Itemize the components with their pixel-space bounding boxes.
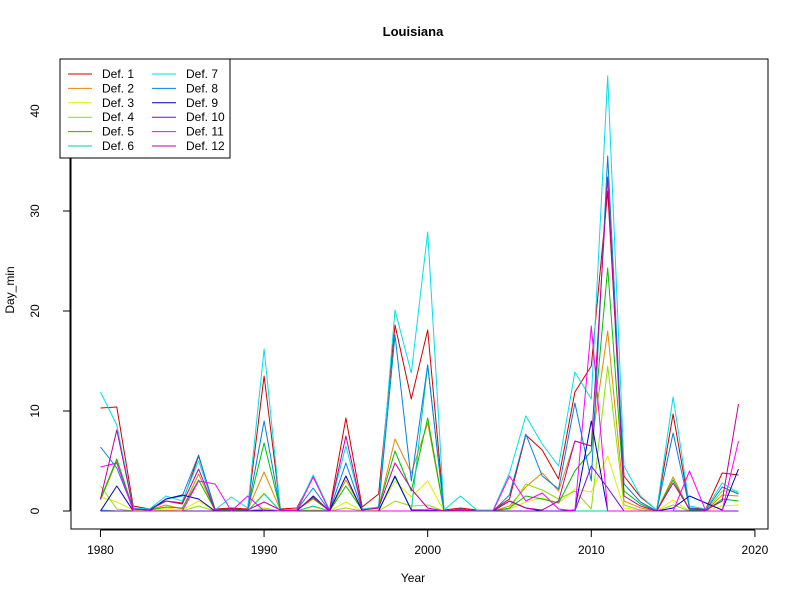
x-tick-label: 1980	[87, 543, 114, 557]
y-axis: 0 10 20 30 40	[28, 104, 71, 514]
x-tick-label: 1990	[251, 543, 278, 557]
legend-label: Def. 8	[186, 81, 218, 95]
series-line-def-12	[100, 176, 739, 512]
legend-label: Def. 12	[186, 139, 225, 153]
y-tick-label: 20	[28, 304, 42, 318]
legend-box	[59, 58, 231, 159]
y-tick-label: 30	[28, 204, 42, 218]
y-tick-label: 0	[28, 507, 42, 514]
legend-label: Def. 11	[186, 125, 224, 139]
legend-label: Def. 1	[102, 67, 134, 81]
series-line-def-7	[100, 75, 739, 511]
series-line-def-4	[100, 365, 739, 512]
x-tick-label: 2020	[742, 543, 769, 557]
legend-label: Def. 5	[102, 125, 134, 139]
legend-label: Def. 3	[102, 96, 134, 110]
legend-label: Def. 2	[102, 81, 134, 95]
series-line-def-2	[100, 330, 739, 512]
x-axis-label: Year	[401, 571, 425, 585]
legend-label: Def. 7	[186, 67, 218, 81]
legend-label: Def. 9	[186, 96, 218, 110]
chart-title: Louisiana	[383, 24, 444, 39]
plot-area-border	[70, 58, 769, 530]
y-tick-label: 10	[28, 404, 42, 418]
series-line-def-3	[100, 455, 739, 512]
y-axis-label: Day_min	[3, 266, 17, 313]
x-axis: 1980 1990 2000 2010 2020	[87, 529, 769, 557]
legend-label: Def. 6	[102, 139, 134, 153]
series-layer	[100, 75, 739, 512]
legend-label: Def. 10	[186, 110, 225, 124]
series-line-def-5	[100, 267, 739, 512]
series-line-def-11	[100, 325, 739, 512]
x-tick-label: 2000	[414, 543, 441, 557]
y-tick-label: 40	[28, 104, 42, 118]
legend-label: Def. 4	[102, 110, 134, 124]
x-tick-label: 2010	[578, 543, 605, 557]
